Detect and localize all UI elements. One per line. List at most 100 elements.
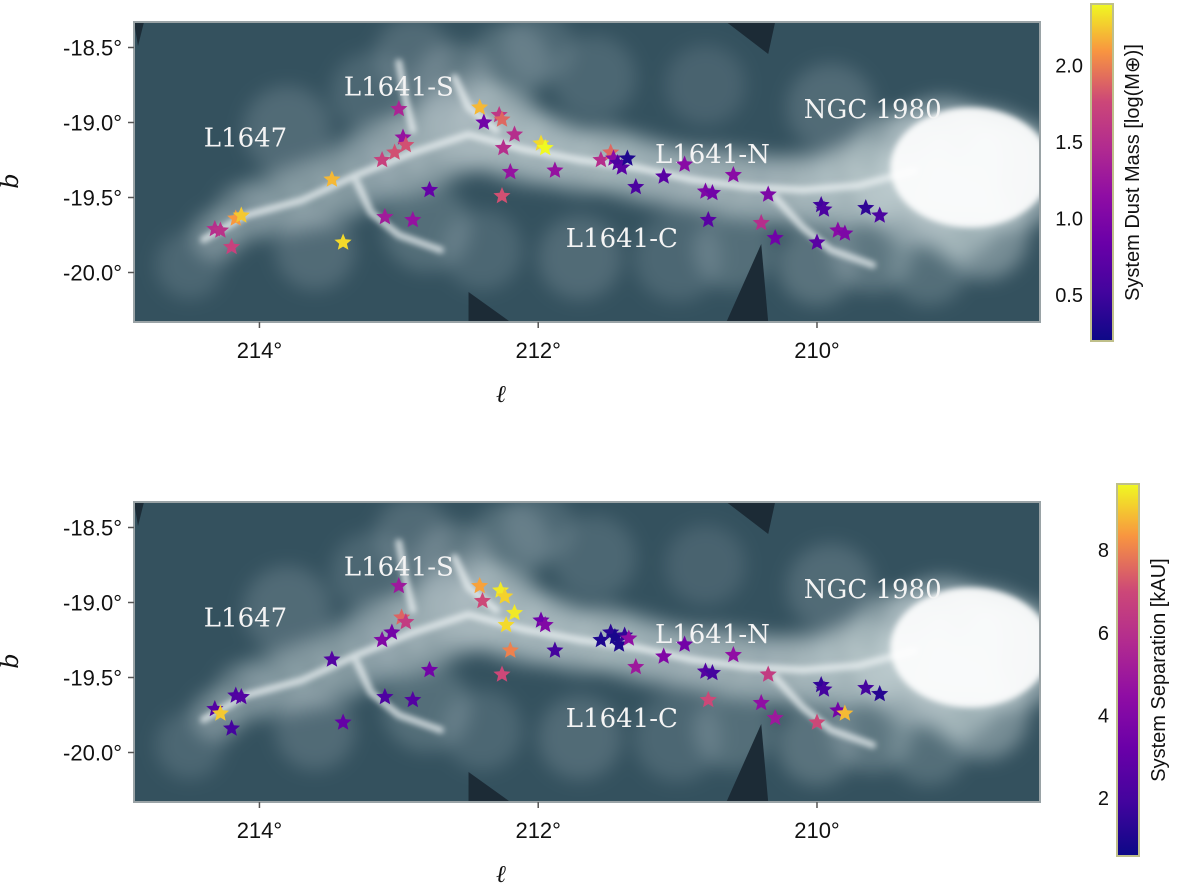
colorbar-tick-label: 0.5 <box>1055 285 1083 307</box>
data-point-star <box>610 635 628 652</box>
data-point-star <box>613 158 631 175</box>
data-point-star <box>334 233 352 250</box>
data-point-star <box>655 167 673 184</box>
y-axis-title: b <box>0 653 24 668</box>
region-label: L1641-C <box>566 224 678 254</box>
data-point-star <box>766 229 784 246</box>
data-point-star <box>766 709 784 726</box>
region-label: L1641-C <box>566 704 678 734</box>
data-point-star <box>871 685 889 702</box>
data-point-star <box>232 206 250 223</box>
colorbar-tick-label: 6 <box>1098 623 1109 645</box>
region-label: L1641-N <box>655 620 770 650</box>
colorbar-label: System Dust Mass [log(M⊕)] <box>1122 44 1144 301</box>
region-label: L1641-N <box>655 140 770 170</box>
x-tick-label: 210° <box>794 338 840 363</box>
region-label: L1647 <box>204 124 287 154</box>
data-point-star <box>857 199 875 216</box>
region-label: L1647 <box>204 604 287 634</box>
data-point-star <box>390 100 408 117</box>
data-point-star <box>373 631 391 648</box>
x-tick-label: 214° <box>237 338 283 363</box>
data-point-star <box>829 701 847 718</box>
colorbar-tick-label: 8 <box>1098 540 1109 562</box>
x-tick-label: 214° <box>237 818 283 843</box>
colorbar-tick-label: 1.5 <box>1055 132 1083 154</box>
data-point-star <box>627 178 645 195</box>
data-point-star <box>676 155 694 172</box>
x-axis-title: ℓ <box>496 380 506 408</box>
data-point-star <box>376 688 394 705</box>
data-point-star <box>506 125 524 142</box>
data-point-star <box>752 214 770 231</box>
data-point-star <box>815 680 833 697</box>
data-point-star <box>373 151 391 168</box>
dust-map-background <box>134 22 1040 322</box>
data-point-star <box>808 713 826 730</box>
data-point-star <box>618 149 636 166</box>
region-label: NGC 1980 <box>804 575 942 605</box>
y-tick-label: -18.5° <box>63 36 122 61</box>
y-tick-label: -19.5° <box>63 186 122 211</box>
dust-map-background <box>134 502 1040 802</box>
x-axis-title: ℓ <box>496 860 506 887</box>
data-point-star <box>815 200 833 217</box>
data-point-star <box>857 679 875 696</box>
data-point-star <box>227 209 245 226</box>
colorbar-tick-label: 2 <box>1098 788 1109 810</box>
y-tick-label: -20.0° <box>63 741 122 766</box>
data-point-star <box>627 658 645 675</box>
data-point-star <box>211 704 229 721</box>
data-point-star <box>592 151 610 168</box>
data-point-star <box>759 665 777 682</box>
data-point-star <box>232 688 250 705</box>
data-point-star <box>602 623 620 640</box>
data-point-star <box>536 616 554 633</box>
data-point-star <box>211 221 229 238</box>
data-point-star <box>836 704 854 721</box>
data-point-star <box>676 635 694 652</box>
region-label: L1641-S <box>344 73 454 103</box>
region-label: NGC 1980 <box>804 95 942 125</box>
x-tick-label: 212° <box>515 338 561 363</box>
data-point-star <box>471 577 489 594</box>
data-point-star <box>501 641 519 658</box>
data-point-star <box>808 233 826 250</box>
data-point-star <box>473 592 491 609</box>
scatter-points <box>206 577 889 736</box>
y-tick-label: -18.5° <box>63 516 122 541</box>
colorbar-tick-label: 2.0 <box>1055 55 1083 77</box>
data-point-star <box>493 187 511 204</box>
data-point-star <box>829 221 847 238</box>
data-point-star <box>724 646 742 663</box>
colorbar-tick-label: 1.0 <box>1055 208 1083 230</box>
y-tick-label: -19.0° <box>63 591 122 616</box>
data-point-star <box>703 184 721 201</box>
data-point-star <box>703 664 721 681</box>
data-point-star <box>752 694 770 711</box>
y-tick-label: -20.0° <box>63 261 122 286</box>
data-point-star <box>383 623 401 640</box>
plot-frame <box>133 21 1041 323</box>
scatter-points <box>206 98 889 255</box>
data-point-star <box>759 185 777 202</box>
data-point-star <box>496 587 514 604</box>
data-point-star <box>223 719 241 736</box>
data-point-star <box>506 604 524 621</box>
data-point-star <box>420 661 439 678</box>
data-point-star <box>404 691 422 708</box>
colorbar <box>1090 3 1114 342</box>
data-point-star <box>546 641 564 658</box>
data-point-star <box>836 224 854 241</box>
data-point-star <box>536 139 554 156</box>
data-point-star <box>397 613 415 630</box>
data-point-star <box>323 650 341 667</box>
x-tick-label: 212° <box>515 818 561 843</box>
data-point-star <box>404 211 422 228</box>
data-point-star <box>699 211 717 228</box>
data-point-star <box>397 136 415 153</box>
data-point-star <box>501 163 519 180</box>
y-tick-label: -19.0° <box>63 111 122 136</box>
data-point-star <box>699 691 717 708</box>
